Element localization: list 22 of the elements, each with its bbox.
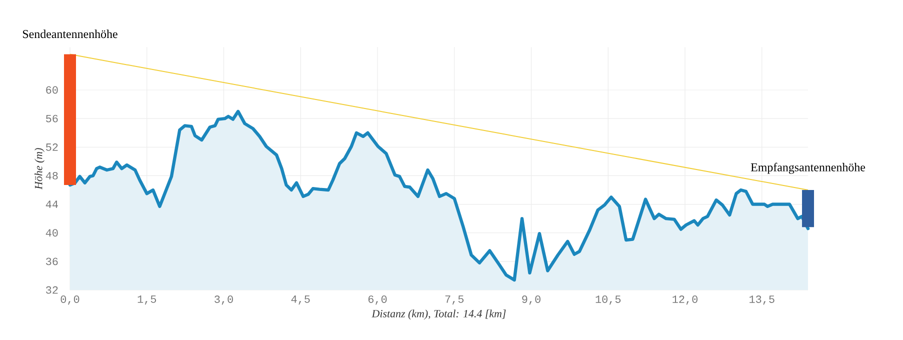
y-tick-label: 32	[46, 286, 58, 294]
series-label: Empfangsantennenhöhe	[750, 162, 866, 174]
y-tick-label: 36	[46, 258, 58, 266]
y-tick-label: 44	[46, 200, 58, 208]
x-tick-label: 7,5	[445, 296, 464, 305]
x-tick-label: 0,0	[60, 296, 80, 305]
x-tick-label: 6,0	[368, 296, 387, 305]
y-tick-label: 52	[46, 143, 58, 151]
x-tick-label: 1,5	[138, 296, 156, 305]
x-tick-label: 10,5	[596, 296, 621, 305]
y-tick-label: 60	[46, 86, 58, 94]
x-tick-label: 12,0	[672, 296, 698, 305]
y-tick-label: 40	[46, 229, 58, 237]
y-tick-label: 48	[46, 172, 58, 180]
series-label: Sendeantennenhöhe	[22, 30, 118, 38]
x-tick-label: 3,0	[214, 296, 233, 305]
x-tick-label: 4,5	[291, 296, 310, 305]
x-axis-title: Distanz (km), Total: 14.4 [km]	[372, 310, 506, 320]
x-tick-label: 13,5	[750, 296, 774, 305]
y-axis-title: Höhe (m)	[34, 148, 44, 190]
y-tick-label: 56	[46, 114, 58, 122]
x-tick-label: 9,0	[522, 296, 540, 305]
